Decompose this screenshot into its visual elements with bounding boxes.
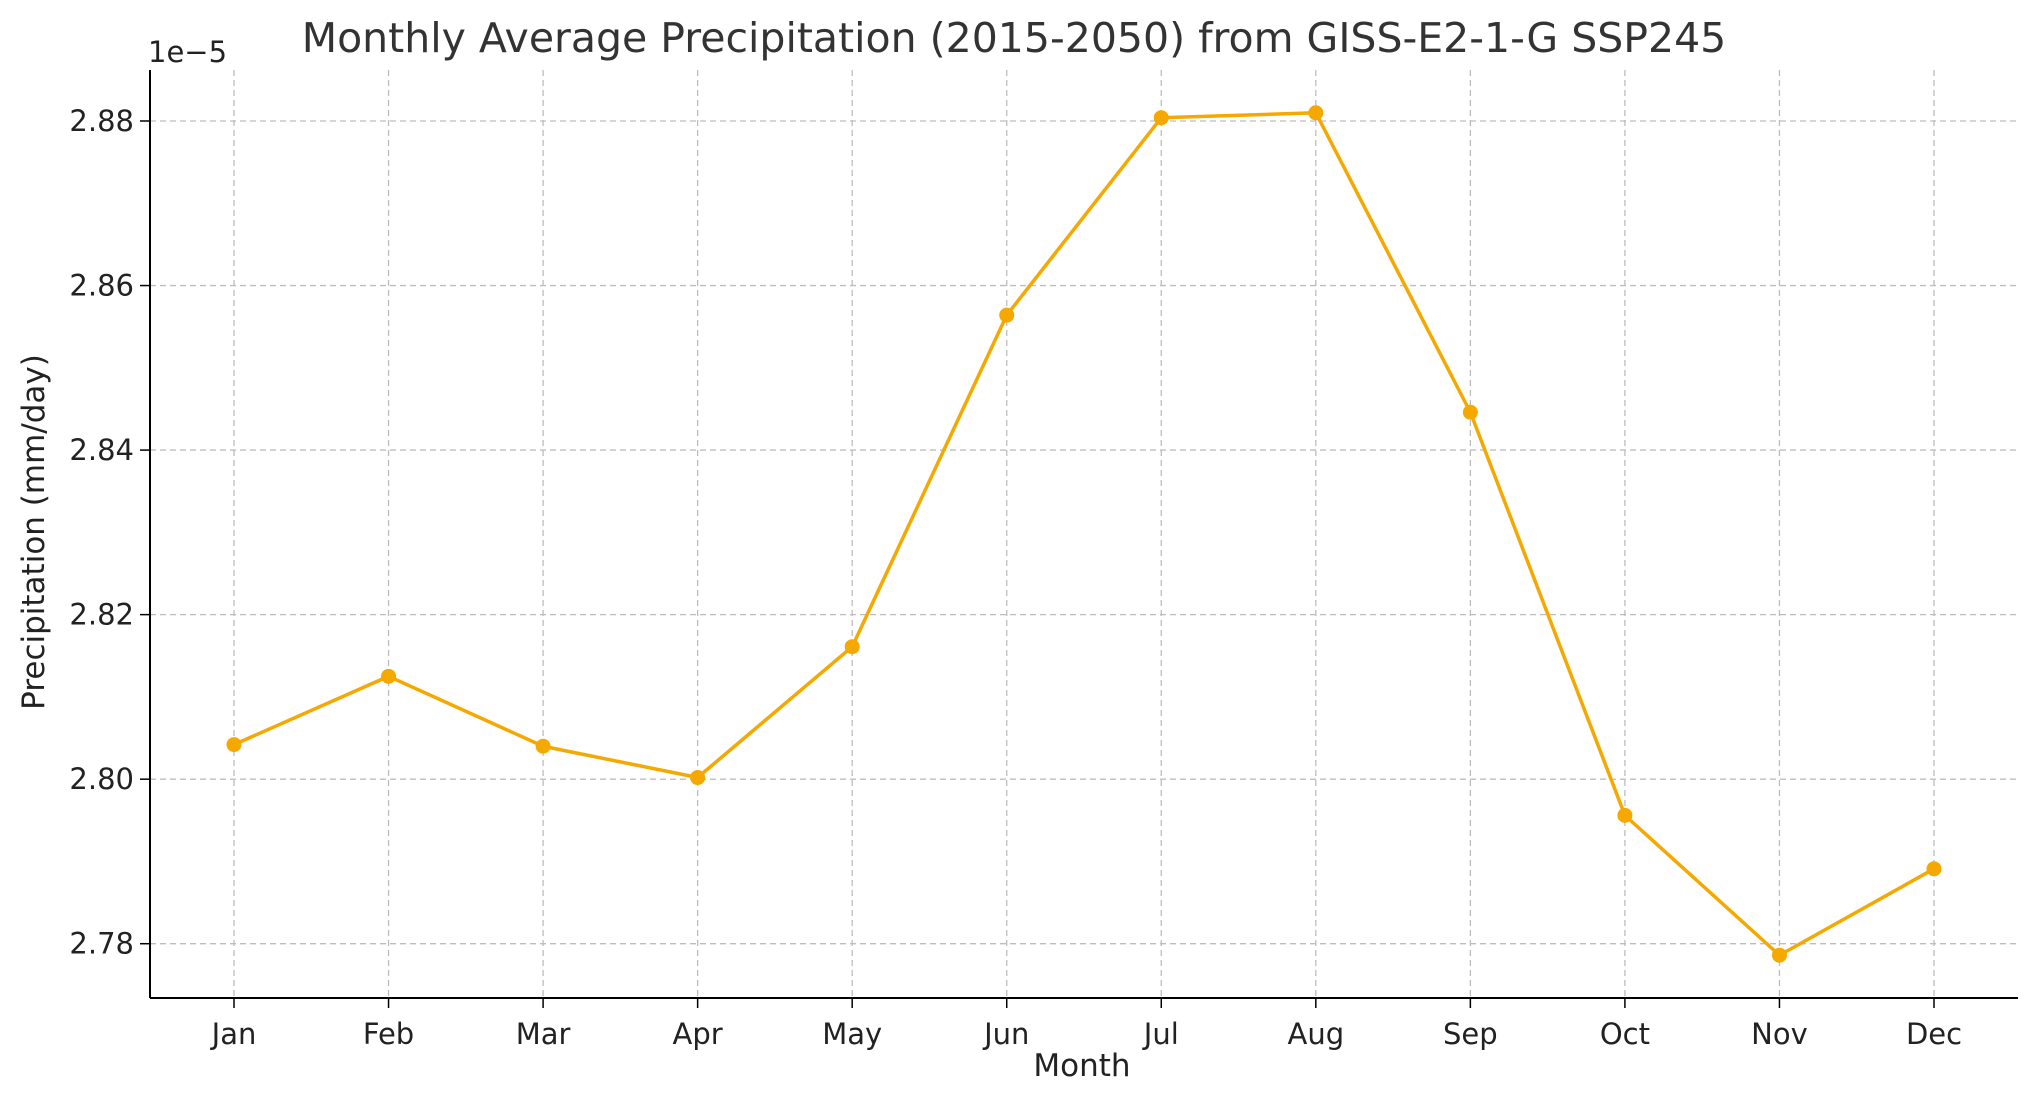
x-tick-label: Apr (673, 1017, 723, 1051)
data-point-dec (1926, 861, 1942, 877)
data-point-oct (1617, 807, 1633, 823)
x-tick-label: Aug (1287, 1017, 1344, 1051)
data-point-apr (690, 770, 706, 786)
x-tick-label: Sep (1443, 1017, 1498, 1051)
ticks-layer: Jan Feb Mar Apr May Jun Jul Aug Sep Oct Nov Dec 2.78… (69, 104, 1962, 1051)
data-point-mar (535, 738, 551, 754)
data-point-aug (1308, 105, 1324, 121)
data-point-may (844, 639, 860, 655)
data-point-jan (226, 737, 242, 753)
series-layer (226, 105, 1942, 963)
y-tick-label: 2.86 (69, 269, 134, 303)
y-tick-label: 2.82 (69, 598, 134, 632)
y-offset-text: 1e−5 (148, 35, 227, 69)
x-tick-label: Nov (1751, 1017, 1808, 1051)
y-axis-label: Precipitation (mm/day) (16, 354, 52, 710)
data-point-jul (1153, 110, 1169, 126)
x-tick-label: Dec (1906, 1017, 1962, 1051)
y-tick-label: 2.80 (69, 762, 134, 796)
series-line (233, 111, 1935, 957)
x-tick-label: Jul (1142, 1017, 1179, 1051)
y-tick-label: 2.78 (69, 927, 134, 961)
axes-layer (149, 70, 2018, 999)
chart-title: Monthly Average Precipitation (2015-2050… (302, 14, 1727, 62)
x-tick-label: Jun (982, 1017, 1029, 1051)
x-axis-label: Month (1033, 1048, 1130, 1084)
x-tick-label: Oct (1600, 1017, 1650, 1051)
x-tick-label: Mar (516, 1017, 571, 1051)
data-point-nov (1771, 947, 1787, 963)
y-tick-label: 2.84 (69, 433, 134, 467)
y-tick-label: 2.88 (69, 104, 134, 138)
x-tick-label: May (822, 1017, 882, 1051)
data-point-sep (1462, 404, 1478, 420)
x-tick-label: Feb (363, 1017, 414, 1051)
data-point-jun (999, 307, 1015, 323)
data-point-feb (381, 668, 397, 684)
x-tick-label: Jan (210, 1017, 257, 1051)
grid-layer (150, 70, 2018, 998)
